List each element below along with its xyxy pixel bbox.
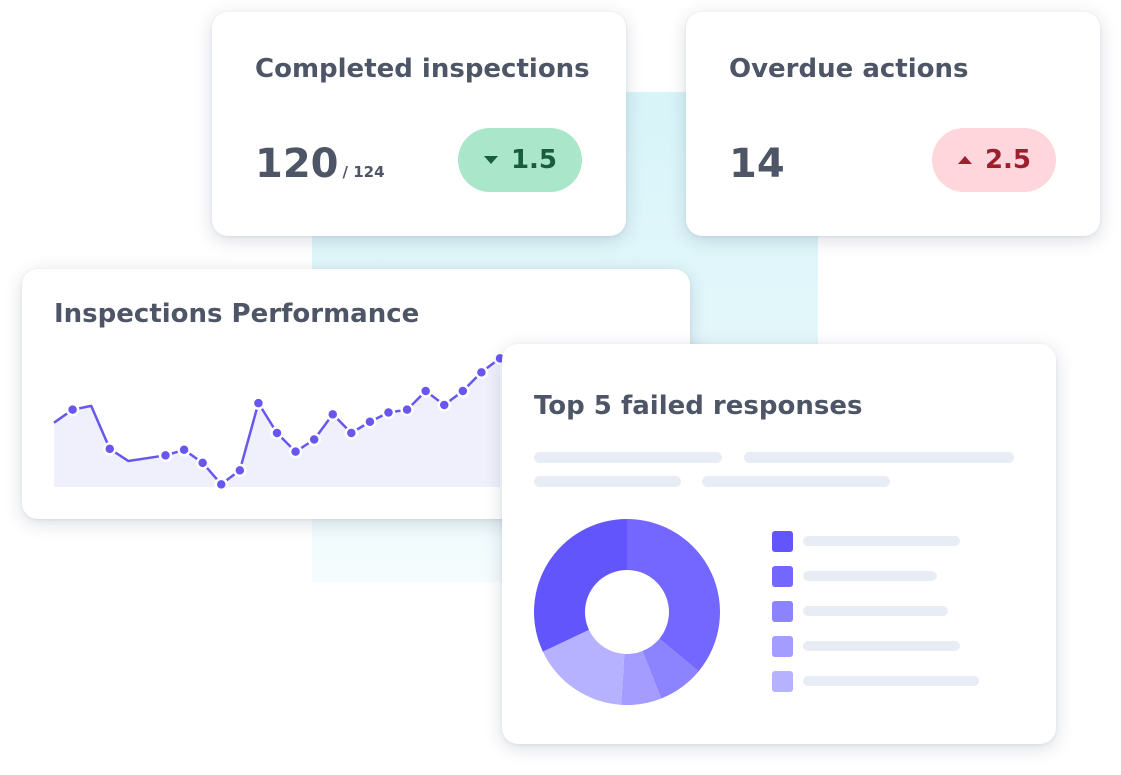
legend-item (772, 531, 992, 552)
legend-swatch (772, 601, 793, 622)
donut-slice (542, 629, 625, 705)
completed-inspections-value: 120/ 124 (255, 144, 385, 184)
failed-responses-card[interactable]: Top 5 failed responses (502, 344, 1056, 744)
skeleton-line (534, 476, 681, 487)
legend-swatch (772, 636, 793, 657)
performance-point (288, 444, 303, 459)
legend-item (772, 671, 992, 692)
legend-label-placeholder (803, 676, 979, 686)
legend-swatch (772, 566, 793, 587)
performance-point (326, 407, 340, 422)
legend-item (772, 601, 992, 622)
donut-slice (621, 651, 662, 705)
performance-point (381, 405, 396, 420)
overdue-actions-title: Overdue actions (729, 54, 969, 84)
donut-slice (642, 638, 699, 699)
performance-point (400, 402, 414, 417)
performance-point (158, 448, 173, 463)
performance-point (270, 426, 284, 440)
overdue-actions-value: 14 (729, 141, 785, 187)
performance-point (344, 426, 359, 440)
performance-point (195, 456, 210, 470)
skeleton-line (744, 452, 1014, 463)
completed-count: 120 (255, 141, 339, 187)
skeleton-line (702, 476, 890, 487)
performance-point (103, 442, 117, 456)
overdue-change-badge: 2.5 (932, 128, 1056, 192)
legend-label-placeholder (803, 606, 948, 616)
donut-slice (627, 519, 720, 672)
legend-swatch (772, 531, 793, 552)
inspections-performance-title: Inspections Performance (54, 299, 420, 329)
completed-inspections-title: Completed inspections (255, 54, 590, 84)
performance-point (233, 463, 247, 478)
performance-point (307, 432, 321, 447)
performance-area-chart (53, 351, 507, 492)
skeleton-line (534, 452, 722, 463)
completed-inspections-card[interactable]: Completed inspections 120/ 124 1.5 (212, 12, 626, 236)
triangle-down-icon (483, 156, 498, 164)
failed-responses-title: Top 5 failed responses (534, 391, 863, 421)
legend-label-placeholder (803, 536, 960, 546)
performance-point (251, 396, 266, 410)
legend-label-placeholder (803, 641, 960, 651)
triangle-up-icon (957, 156, 972, 164)
performance-point (214, 477, 228, 492)
legend-item (772, 566, 992, 587)
completed-change-badge: 1.5 (458, 128, 582, 192)
performance-point (418, 384, 433, 398)
performance-point (177, 443, 191, 457)
failed-responses-donut-chart (534, 519, 720, 705)
completed-change-value: 1.5 (510, 145, 558, 175)
legend-item (772, 636, 992, 657)
performance-point (437, 398, 451, 412)
performance-area-fill (54, 358, 500, 487)
performance-point (65, 402, 80, 417)
legend-label-placeholder (803, 571, 937, 581)
legend-swatch (772, 671, 793, 692)
performance-point (474, 365, 489, 380)
completed-total: / 124 (342, 163, 385, 181)
performance-point (456, 384, 470, 398)
overdue-actions-card[interactable]: Overdue actions 14 2.5 (686, 12, 1100, 236)
performance-point (363, 415, 377, 429)
overdue-change-value: 2.5 (984, 145, 1032, 175)
donut-slice (534, 519, 627, 652)
